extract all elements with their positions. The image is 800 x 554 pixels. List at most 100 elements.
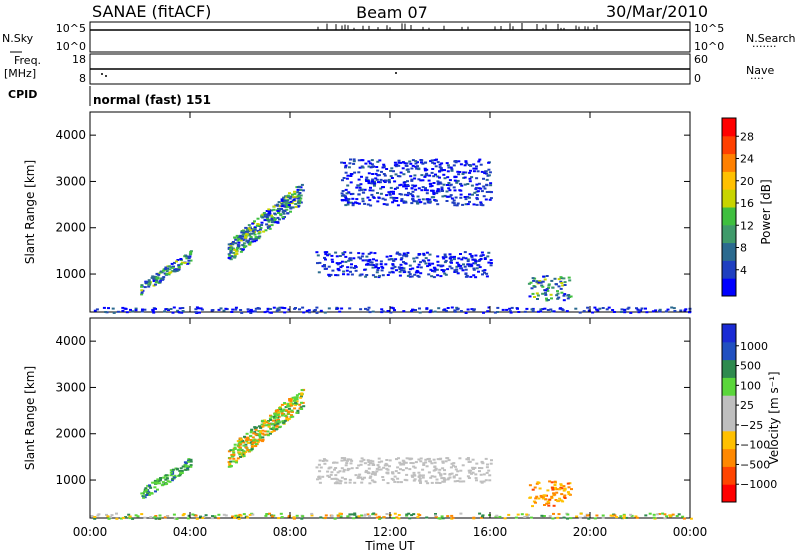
velocity-cell [537, 497, 541, 500]
power-cell [539, 281, 543, 284]
velocity-cell [343, 458, 347, 461]
power-cell [432, 175, 436, 178]
nsearch-tick-bottom: 10^0 [694, 40, 724, 53]
power-cell [406, 194, 410, 197]
colorbar-frame [721, 323, 737, 503]
power-cell [539, 310, 543, 313]
velocity-cell [296, 409, 300, 412]
power-cell [390, 167, 394, 170]
velocity-cell [199, 515, 202, 518]
velocity-cell [376, 464, 380, 467]
velocity-cell [295, 396, 299, 399]
velocity-cell [450, 514, 454, 517]
velocity-cell [236, 457, 240, 460]
velocity-cell [270, 428, 274, 430]
station-title: SANAE (fitACF) [92, 2, 211, 21]
power-cell [134, 307, 138, 310]
velocity-cell [148, 485, 152, 488]
velocity-cell [211, 515, 214, 518]
power-cell [457, 265, 461, 267]
power-cell [380, 170, 383, 173]
y-tick-label: 2000 [55, 427, 86, 441]
power-cell [459, 253, 462, 255]
power-cell [347, 166, 351, 169]
power-cell [555, 294, 559, 297]
power-cell [393, 187, 397, 190]
power-cell [267, 227, 270, 230]
velocity-cell [120, 517, 123, 520]
colorbar-tick-label: −25 [740, 419, 763, 432]
power-cell [456, 307, 460, 310]
power-cell [556, 290, 559, 293]
velocity-cell [556, 516, 560, 519]
power-cell [170, 262, 174, 265]
velocity-cell [452, 476, 456, 479]
velocity-cell [346, 467, 350, 470]
velocity-cell [461, 464, 465, 467]
power-cell [327, 253, 331, 256]
velocity-cell [115, 517, 119, 520]
velocity-cell [259, 431, 263, 433]
velocity-cell [566, 517, 569, 520]
power-cell [234, 242, 238, 245]
power-cell [357, 178, 361, 181]
velocity-cell [367, 461, 371, 463]
power-cell [331, 269, 335, 272]
velocity-cell [534, 501, 537, 504]
power-cell [368, 311, 372, 314]
power-cell [509, 311, 513, 314]
power-cell [341, 179, 344, 182]
velocity-cell [535, 482, 539, 485]
velocity-cell [478, 512, 482, 515]
power-cell [410, 167, 414, 170]
velocity-cell [271, 419, 275, 422]
power-cell [478, 158, 482, 161]
power-cell [289, 206, 293, 209]
power-cell [501, 308, 505, 311]
power-cell [283, 210, 287, 213]
velocity-cell [478, 470, 481, 473]
power-cell [424, 174, 428, 177]
power-cell [461, 256, 465, 259]
velocity-cell [373, 473, 377, 476]
power-cell [400, 199, 404, 202]
velocity-cell [299, 395, 303, 398]
power-cell [430, 184, 434, 187]
power-cell [472, 309, 476, 312]
colorbar-tick-label: 12 [740, 219, 754, 232]
power-cell [343, 195, 347, 198]
power-cell [159, 270, 163, 273]
power-cell [263, 219, 267, 222]
velocity-cell [412, 479, 416, 482]
power-cell [274, 221, 278, 224]
velocity-cell [278, 425, 282, 428]
power-cell [180, 261, 184, 264]
power-cell [248, 234, 252, 237]
power-cell [390, 258, 394, 261]
velocity-cell [261, 440, 265, 443]
power-cell [563, 293, 567, 296]
velocity-cell [276, 409, 280, 411]
power-cell [645, 311, 649, 314]
velocity-cell [222, 513, 226, 516]
velocity-cell [280, 412, 284, 415]
power-cell [391, 307, 395, 310]
power-cell [427, 259, 431, 262]
velocity-cell [417, 458, 421, 461]
power-cell [470, 264, 474, 267]
power-cell [505, 308, 509, 311]
velocity-cell [278, 421, 282, 424]
power-cell [410, 275, 414, 278]
velocity-cell [454, 468, 458, 471]
power-cell [294, 307, 297, 309]
power-cell [441, 169, 445, 171]
power-cell [372, 196, 376, 199]
power-cell [388, 271, 392, 274]
power-cell [457, 173, 461, 176]
x-tick-label: 04:00 [173, 525, 208, 539]
power-cell [477, 160, 481, 163]
power-cell [414, 309, 417, 311]
power-cell [485, 272, 489, 275]
power-cell [254, 307, 258, 310]
